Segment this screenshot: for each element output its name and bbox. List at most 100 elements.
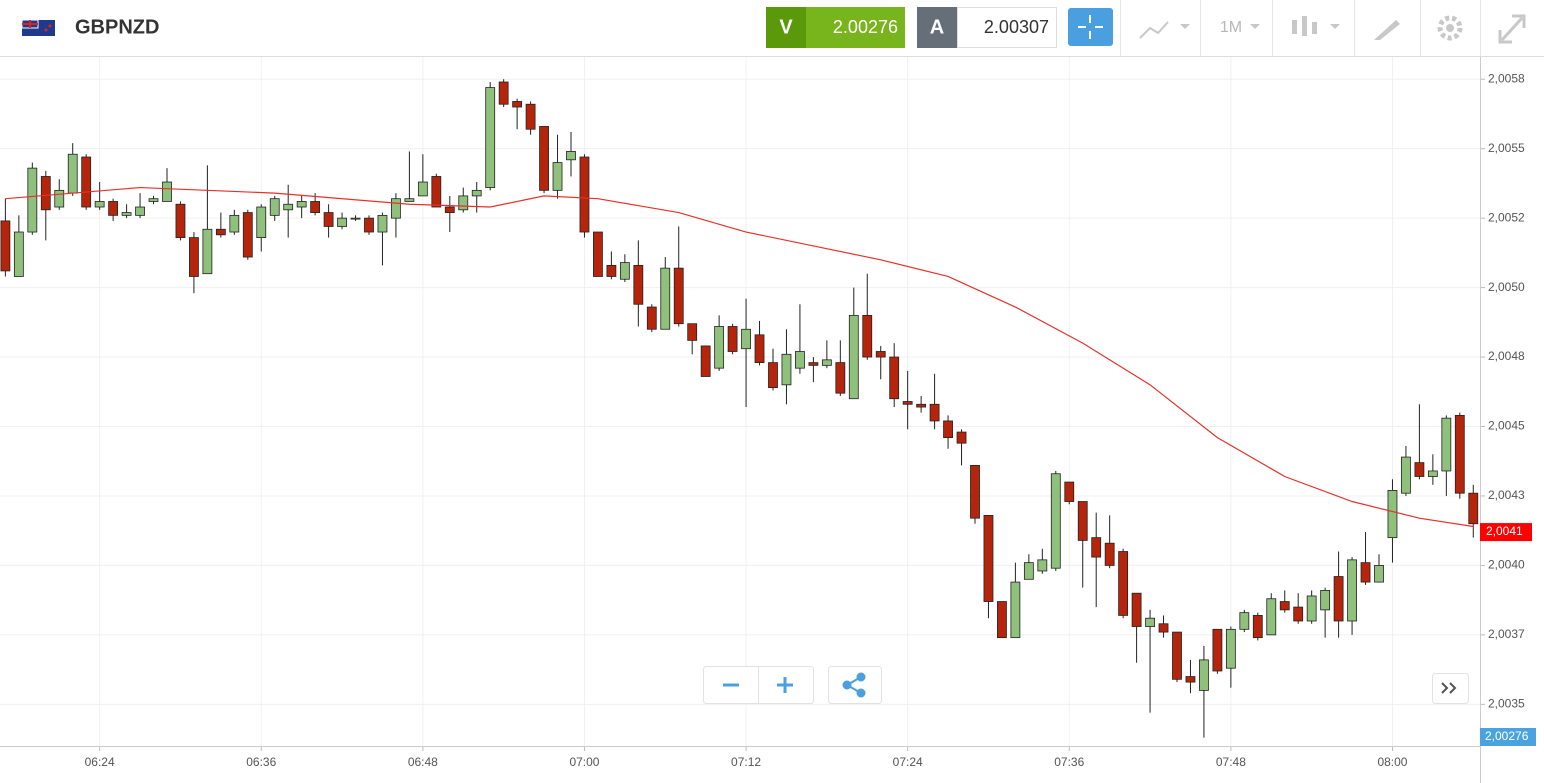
candle-body [1037, 559, 1048, 572]
candle-body [54, 189, 65, 208]
candle-body [458, 195, 469, 211]
candle-body [1360, 562, 1371, 583]
x-tick-label: 07:24 [893, 755, 923, 769]
candle-body [619, 262, 630, 280]
candle-body [1427, 470, 1438, 477]
zoom-in[interactable] [777, 677, 793, 693]
x-tick-label: 06:48 [408, 755, 438, 769]
candle-body [700, 345, 711, 377]
candle-body [1252, 615, 1263, 639]
settings-icon[interactable] [1437, 15, 1463, 41]
candle-body [552, 162, 563, 191]
buy-label: A [930, 16, 944, 38]
candle-body [81, 156, 92, 208]
candle-body [916, 403, 927, 408]
x-tick-label: 06:36 [246, 755, 276, 769]
candle-body [983, 515, 994, 602]
sell-price-box[interactable] [806, 7, 905, 48]
candle-body [687, 323, 698, 341]
candle-body [215, 228, 226, 236]
header: GBPNZD V 2.00276 A 2.00307 1M [0, 0, 1544, 57]
candle-body [431, 176, 442, 208]
candle-body [808, 362, 819, 366]
buy-price-box[interactable] [957, 7, 1057, 48]
candle-body [821, 359, 832, 366]
candle-body [13, 231, 24, 277]
candle-body [754, 334, 765, 364]
chart-type-icon[interactable] [1139, 21, 1190, 39]
candle-body [1468, 492, 1479, 525]
share-icon [842, 672, 866, 698]
candle-body [417, 181, 428, 197]
plot: 2,0058 2,0055 2,0052 2,0050 2,0048 2,0045 2,00… [0, 57, 1536, 783]
candle-body [498, 81, 509, 105]
candle-body [1158, 623, 1169, 633]
buy-button[interactable] [917, 7, 957, 48]
candle-body [148, 198, 159, 202]
candle-body [1306, 595, 1317, 622]
candle-body [404, 198, 415, 202]
timeframe[interactable]: 1M [1220, 19, 1242, 36]
candle-body [781, 353, 792, 386]
candle-body [1172, 631, 1182, 680]
candle-body [727, 326, 738, 352]
bid-tag [1480, 728, 1536, 746]
share-button[interactable] [828, 666, 882, 704]
candle-body [997, 601, 1007, 639]
symbol: GBPNZD [75, 16, 159, 38]
candle-body [566, 151, 576, 161]
candle-body [1266, 598, 1277, 636]
candle-body [1104, 542, 1115, 566]
sell-label: V [779, 16, 793, 38]
candle-body [956, 431, 967, 444]
candle-body [889, 356, 900, 400]
candle-body [1401, 456, 1411, 494]
moving-average [5, 186, 1474, 528]
candle-body [1185, 676, 1196, 683]
candle-body [1387, 490, 1398, 539]
candle-body [646, 306, 657, 330]
candle-body [94, 201, 105, 208]
candle-body [310, 201, 321, 213]
candle-body [633, 264, 644, 305]
y-tick-label: 2,0037 [1488, 627, 1525, 641]
y-tick-label: 2,0052 [1488, 210, 1525, 224]
candle-body [337, 217, 347, 227]
fullscreen-icon[interactable] [1498, 14, 1526, 44]
x-tick-label: 07:48 [1216, 755, 1246, 769]
scroll-end-button[interactable] [1432, 673, 1469, 704]
candle-body [1414, 462, 1425, 477]
candle-body [323, 212, 334, 227]
candle-body [296, 201, 307, 208]
candle-body [741, 328, 751, 350]
candle-body [1347, 559, 1357, 622]
flag-icon [21, 19, 55, 36]
y-tick-label: 2,0040 [1488, 558, 1525, 572]
last-price-label: 2,0041 [1486, 524, 1523, 538]
candle-body [875, 351, 886, 358]
candle-body [929, 403, 940, 422]
y-tick-label: 2,0035 [1488, 696, 1525, 710]
candle-body [377, 214, 388, 233]
y-tick-label: 2,0058 [1488, 71, 1525, 85]
draw-icon[interactable] [1374, 20, 1400, 40]
candle-body [256, 206, 267, 238]
candle-body [471, 189, 482, 197]
candle-body [67, 153, 78, 194]
candle-body [283, 203, 294, 211]
candle-body [162, 181, 172, 202]
candle-body [242, 212, 253, 258]
candle-body [606, 264, 617, 277]
sell-button[interactable] [766, 7, 806, 48]
candle-body [1023, 562, 1034, 580]
crosshair-button[interactable] [1068, 8, 1113, 46]
x-tick-label: 07:12 [731, 755, 761, 769]
candle-body [1454, 414, 1465, 494]
crosshair-icon [1078, 15, 1103, 39]
candle-body [593, 231, 603, 277]
zoom-controls [703, 666, 1469, 704]
candle-body [1212, 628, 1223, 672]
candles-icon[interactable] [1292, 16, 1340, 36]
candle-body [862, 314, 873, 358]
candle-body [1145, 617, 1155, 627]
